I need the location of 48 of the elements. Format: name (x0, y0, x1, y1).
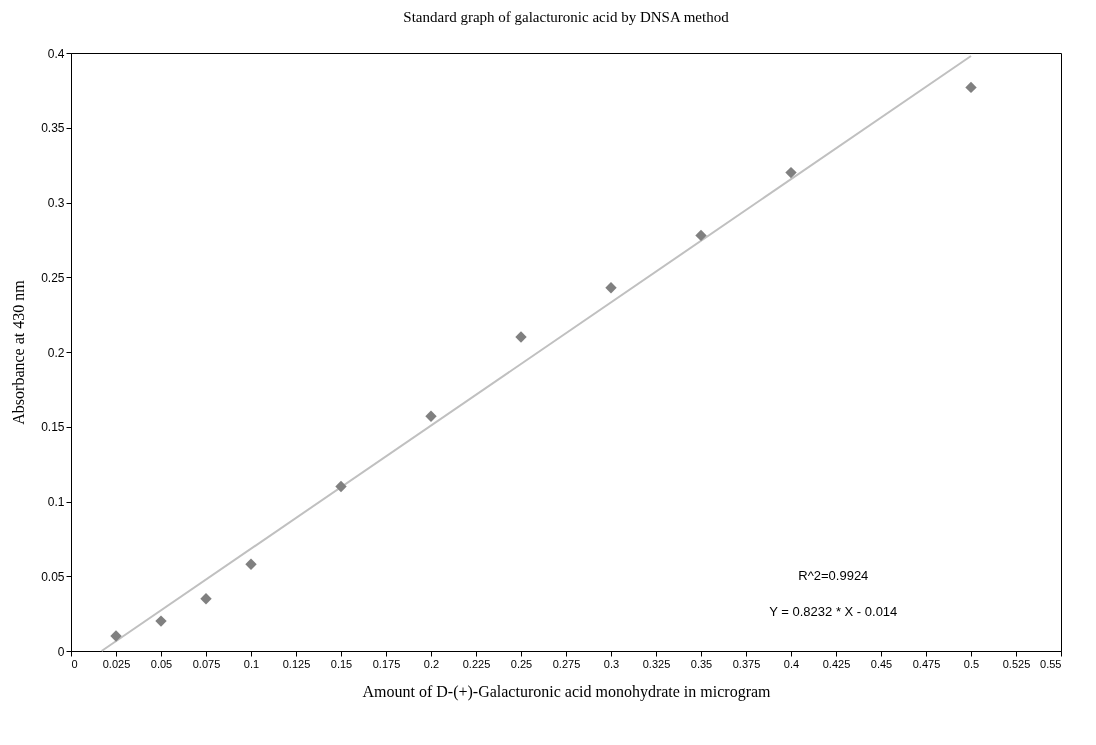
point (110, 630, 122, 642)
x-tick-label: 0.475 (912, 657, 941, 670)
x-tick-label: 0.2 (423, 657, 440, 670)
point (515, 331, 527, 343)
y-tick-label: 0.05 (41, 569, 65, 584)
point (965, 81, 977, 94)
x-tick-label: 0.55 (1040, 657, 1062, 670)
annotation: R^2=0.9924 (798, 568, 869, 584)
y-tick-label: 0.4 (47, 46, 65, 61)
x-tick-label: 0.25 (510, 657, 533, 670)
chart-title: Standard graph of galacturonic acid by DNSA method (403, 9, 730, 25)
x-tick-label: 0.4 (783, 657, 800, 670)
x-tick-label: 0.075 (192, 657, 221, 670)
y-tick-label: 0.1 (47, 495, 65, 509)
y-axis-title: Absorbance at 430 nm (10, 279, 28, 425)
x-tick-label: 0.025 (102, 657, 131, 670)
x-tick-label: 0.525 (1002, 657, 1031, 670)
y-tick-label: 0.35 (41, 121, 65, 136)
x-tick-label: 0.425 (822, 657, 851, 670)
point (785, 166, 797, 179)
x-tick-label: 0.125 (282, 657, 311, 670)
x-tick-label: 0.05 (150, 657, 173, 670)
x-tick-label: 0.5 (963, 657, 980, 670)
x-axis-title: Amount of D-(+)-Galacturonic acid monohydrate in microgram (362, 682, 772, 701)
y-tick-label: 0.25 (41, 270, 65, 285)
point (245, 558, 257, 570)
point (695, 229, 707, 242)
point (335, 480, 347, 493)
y-tick-label: 0.15 (41, 420, 65, 435)
x-tick-label: 0.15 (330, 657, 353, 670)
y-tick-label: 0 (57, 644, 65, 659)
x-tick-label: 0.3 (603, 657, 620, 670)
x-tick-label: 0 (71, 657, 78, 670)
x-tick-label: 0.375 (732, 657, 761, 670)
point (200, 592, 212, 605)
x-tick-label: 0.225 (462, 657, 491, 670)
y-tick-label: 0.3 (47, 196, 65, 210)
annotation: Y = 0.8232 * X - 0.014 (769, 604, 898, 620)
point (605, 282, 617, 294)
point (155, 615, 167, 627)
x-tick-label: 0.45 (870, 657, 893, 670)
point (425, 410, 437, 422)
x-tick-label: 0.35 (690, 657, 713, 670)
x-tick-label: 0.175 (372, 657, 401, 670)
x-tick-label: 0.1 (243, 657, 260, 670)
y-tick-label: 0.2 (47, 345, 65, 360)
x-tick-label: 0.275 (552, 657, 581, 670)
x-tick-label: 0.325 (642, 657, 671, 670)
